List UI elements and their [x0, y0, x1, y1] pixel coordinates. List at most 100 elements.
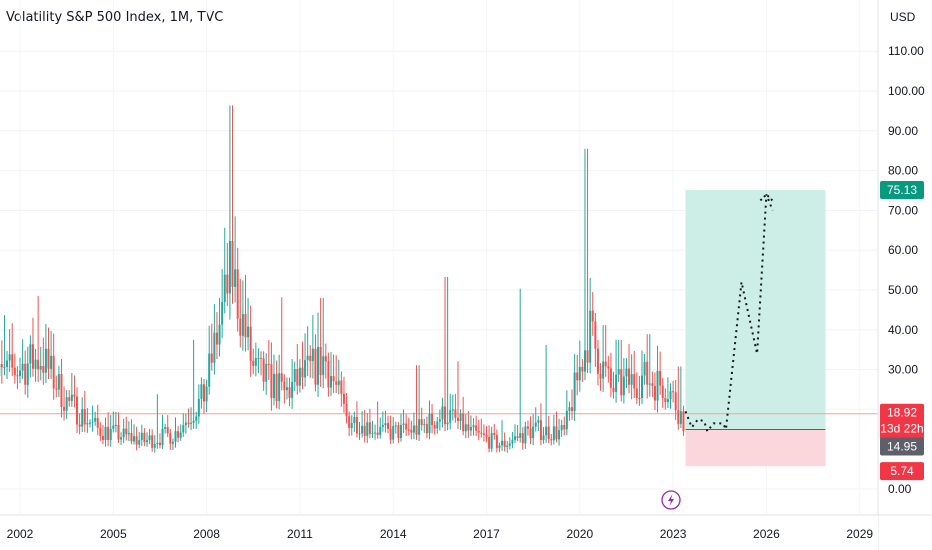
candle-body	[221, 302, 224, 325]
candle-body	[332, 376, 335, 382]
candle-body	[529, 428, 532, 439]
candle-body	[8, 354, 11, 361]
candle-body	[387, 423, 390, 429]
candle-body	[583, 350, 586, 372]
candle-body	[114, 424, 117, 426]
candle-body	[664, 397, 667, 403]
candle-body	[19, 370, 21, 376]
candle-body	[296, 369, 299, 386]
candle-body	[70, 394, 73, 401]
candle-body	[322, 356, 325, 376]
candle-body	[506, 445, 509, 448]
candle-body	[133, 436, 136, 442]
y-tick-label: 100.00	[888, 84, 925, 98]
candle-body	[521, 433, 524, 444]
candle-body	[76, 396, 79, 425]
candle-body	[324, 356, 327, 362]
candle-body	[101, 435, 104, 441]
y-tick-label: 0.00	[888, 482, 912, 496]
candle-body	[317, 346, 320, 385]
candle-body	[275, 373, 278, 402]
candle-body	[65, 397, 68, 411]
candle-body	[187, 422, 190, 424]
candle-body	[539, 420, 542, 441]
candle-body	[353, 416, 356, 424]
candle-body	[192, 420, 195, 423]
candle-body	[285, 387, 288, 391]
candle-body	[306, 355, 309, 361]
candle-body	[441, 406, 444, 420]
candle-body	[514, 436, 517, 440]
candle-body	[228, 240, 231, 294]
candle-body	[672, 391, 675, 393]
x-tick-label: 2002	[7, 527, 34, 541]
candle-body	[643, 361, 646, 376]
candle-body	[578, 366, 581, 381]
candle-body	[669, 391, 672, 400]
candle-body	[340, 380, 343, 394]
candle-body	[195, 416, 198, 421]
candle-body	[565, 410, 568, 430]
candle-body	[490, 433, 493, 449]
candle-body	[143, 432, 146, 443]
candle-body	[241, 314, 244, 336]
candle-body	[6, 360, 9, 367]
candle-body	[511, 439, 514, 444]
candle-body	[348, 416, 351, 428]
candle-body	[392, 426, 395, 440]
candle-body	[81, 408, 84, 427]
candle-body	[449, 410, 452, 423]
candle-body	[83, 408, 86, 425]
candle-body	[78, 424, 81, 427]
candle-body	[550, 439, 553, 441]
candle-body	[345, 403, 348, 417]
candle-body	[651, 383, 654, 386]
candle-body	[319, 346, 322, 376]
candle-body	[24, 363, 27, 385]
candle-body	[122, 428, 125, 438]
candle-body	[648, 383, 651, 385]
candle-body	[488, 436, 491, 449]
target-price-tag-text: 75.13	[887, 183, 917, 197]
target-zone	[685, 189, 826, 430]
candle-body	[337, 380, 340, 385]
candle-body	[612, 387, 615, 392]
current-price-tag-countdown: 13d 22h	[880, 422, 923, 436]
candle-body	[96, 418, 99, 428]
candle-body	[534, 422, 537, 427]
candle-body	[423, 424, 426, 426]
candle-body	[485, 434, 488, 437]
candle-body	[203, 384, 206, 402]
candle-body	[537, 420, 540, 423]
candle-body	[151, 435, 154, 448]
candle-body	[679, 411, 682, 424]
candle-body	[542, 435, 545, 441]
candle-body	[361, 425, 364, 434]
candle-body	[288, 387, 291, 398]
candle-body	[130, 433, 133, 442]
lightning-icon[interactable]	[661, 490, 681, 510]
candle-body	[244, 314, 247, 338]
candle-body	[368, 422, 371, 434]
candle-body	[573, 372, 576, 411]
candle-body	[599, 373, 602, 379]
candle-body	[127, 433, 130, 435]
candle-body	[13, 367, 16, 376]
candle-body	[16, 375, 19, 377]
candle-body	[412, 425, 415, 433]
candle-body	[327, 361, 330, 388]
candle-body	[394, 425, 397, 427]
candle-body	[615, 374, 618, 392]
candle-body	[407, 429, 410, 431]
candle-body	[477, 430, 480, 433]
candle-body	[239, 318, 242, 336]
candle-body	[11, 354, 14, 368]
candle-body	[257, 357, 260, 359]
candle-body	[545, 426, 548, 436]
candle-body	[166, 427, 169, 434]
candle-body	[464, 424, 467, 432]
candle-body	[563, 425, 566, 430]
candle-body	[31, 344, 34, 369]
candle-body	[438, 419, 441, 422]
